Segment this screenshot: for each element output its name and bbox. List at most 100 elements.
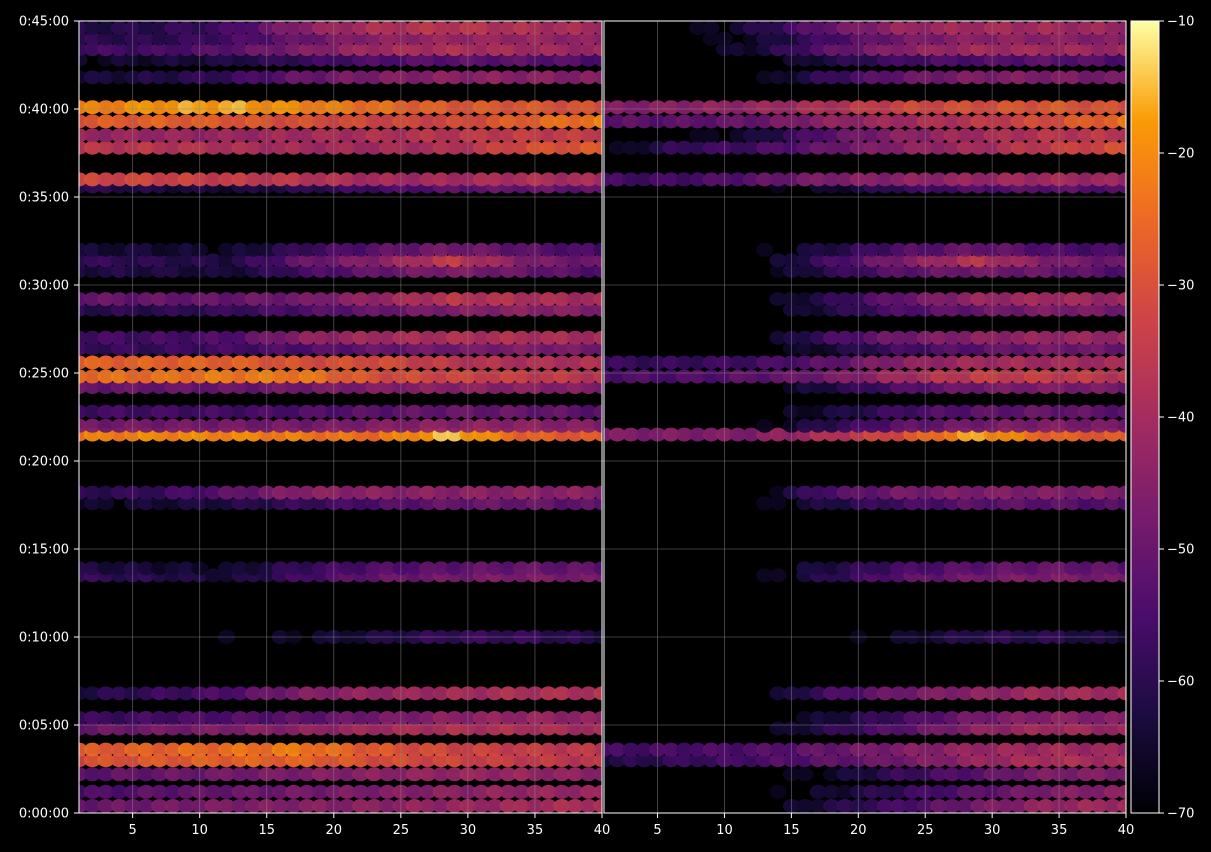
heatmap-cell [486, 100, 504, 115]
heatmap-cell [97, 753, 115, 768]
heatmap-cell [756, 242, 774, 257]
heatmap-cell [218, 355, 236, 370]
heatmap-cell [218, 404, 236, 419]
heatmap-cell [863, 485, 881, 500]
heatmap-cell [432, 70, 450, 85]
heatmap-cell [137, 418, 155, 433]
heatmap-cell [539, 404, 557, 419]
heatmap-cell [876, 784, 894, 799]
heatmap-cell [311, 404, 329, 419]
heatmap-cell [729, 140, 747, 155]
heatmap-cell [311, 100, 329, 115]
heatmap-cell [472, 798, 490, 813]
heatmap-cell [796, 767, 814, 782]
heatmap-cell [177, 784, 195, 799]
heatmap-cell [593, 242, 602, 257]
heatmap-cell [1077, 742, 1095, 757]
heatmap-cell [566, 561, 584, 576]
heatmap-cell [809, 292, 827, 307]
heatmap-cell [1077, 172, 1095, 187]
heatmap-cell [499, 253, 517, 268]
heatmap-cell [150, 70, 168, 85]
heatmap-cell [622, 100, 640, 115]
heatmap-cell [338, 52, 356, 67]
heatmap-cell [608, 427, 626, 442]
heatmap-cell [1023, 21, 1041, 36]
heatmap-cell [1010, 798, 1028, 813]
heatmap-cell [419, 496, 437, 511]
heatmap-cell [164, 561, 182, 576]
heatmap-cell [97, 21, 115, 36]
heatmap-cell [97, 784, 115, 799]
heatmap-cell [164, 742, 182, 757]
heatmap-cell [150, 128, 168, 143]
heatmap-cell [419, 561, 437, 576]
heatmap-cell [204, 128, 222, 143]
heatmap-cell [1104, 561, 1122, 576]
heatmap-cell [338, 21, 356, 36]
heatmap-cell [137, 52, 155, 67]
heatmap-cell [889, 330, 907, 345]
heatmap-cell [553, 21, 571, 36]
heatmap-cell [405, 263, 423, 278]
heatmap-cell [110, 140, 128, 155]
heatmap-cell [311, 172, 329, 187]
heatmap-cell [150, 404, 168, 419]
heatmap-cell [1010, 753, 1028, 768]
heatmap-cell [539, 798, 557, 813]
heatmap-cell [97, 355, 115, 370]
heatmap-cell [997, 70, 1015, 85]
heatmap-cell [876, 742, 894, 757]
heatmap-cell [1104, 710, 1122, 725]
heatmap-cell [472, 767, 490, 782]
heatmap-cell [352, 798, 370, 813]
heatmap-cell [593, 404, 602, 419]
heatmap-cell [809, 21, 827, 36]
heatmap-cell [499, 753, 517, 768]
heatmap-cell [823, 263, 841, 278]
heatmap-cell [539, 496, 557, 511]
heatmap-cell [943, 380, 961, 395]
heatmap-cell [742, 140, 760, 155]
heatmap-cell [110, 753, 128, 768]
heatmap-cell [769, 42, 787, 57]
heatmap-cell [566, 70, 584, 85]
heatmap-cell [1010, 253, 1028, 268]
heatmap-cell [903, 784, 921, 799]
heatmap-cell [285, 292, 303, 307]
heatmap-cell [943, 784, 961, 799]
heatmap-cell [769, 784, 787, 799]
heatmap-cell [513, 242, 531, 257]
heatmap-cell [298, 292, 316, 307]
heatmap-cell [1117, 42, 1126, 57]
y-tick-label: 0:30:00 [19, 279, 69, 294]
heatmap-cell [513, 253, 531, 268]
heatmap-cell [702, 427, 720, 442]
heatmap-cell [338, 330, 356, 345]
heatmap-cell [580, 380, 598, 395]
heatmap-cell [445, 485, 463, 500]
heatmap-cell [419, 710, 437, 725]
heatmap-cell [137, 42, 155, 57]
heatmap-cell [298, 70, 316, 85]
heatmap-cell [903, 341, 921, 356]
heatmap-cell [997, 753, 1015, 768]
heatmap-cell [432, 242, 450, 257]
heatmap-cell [378, 330, 396, 345]
heatmap-cell [876, 561, 894, 576]
heatmap-cell [472, 114, 490, 129]
heatmap-cell [702, 100, 720, 115]
heatmap-cell [863, 404, 881, 419]
heatmap-cell [566, 496, 584, 511]
colorbar-tick-label: −10 [1167, 15, 1194, 30]
heatmap-cell [756, 753, 774, 768]
heatmap-cell [997, 21, 1015, 36]
heatmap-cell [513, 485, 531, 500]
heatmap-cell [553, 253, 571, 268]
heatmap-cell [836, 485, 854, 500]
heatmap-cell [472, 70, 490, 85]
heatmap-cell [903, 31, 921, 46]
heatmap-cell [997, 742, 1015, 757]
heatmap-cell [593, 485, 602, 500]
heatmap-cell [796, 355, 814, 370]
